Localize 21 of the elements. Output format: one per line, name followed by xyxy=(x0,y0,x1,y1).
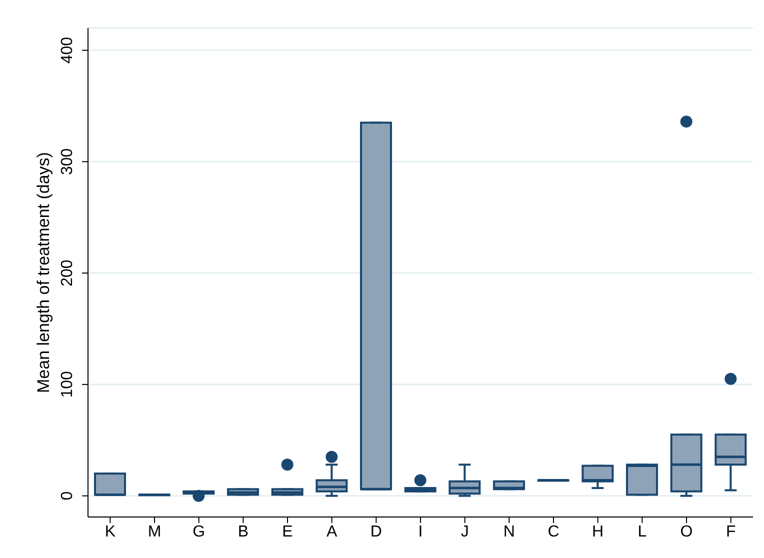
y-axis-title: Mean length of treatment (days) xyxy=(34,152,54,393)
x-tick-label: L xyxy=(638,523,647,540)
x-tick-label: B xyxy=(238,523,249,540)
x-tick-label: M xyxy=(148,523,162,540)
x-tick-label: A xyxy=(326,523,338,540)
y-tick-label: 0 xyxy=(59,491,76,500)
x-tick-label: N xyxy=(503,523,515,540)
x-tick-label: D xyxy=(370,523,382,540)
y-tick-label: 400 xyxy=(59,36,76,64)
x-tick-label: O xyxy=(680,523,693,540)
y-tick-label: 100 xyxy=(59,371,76,398)
x-tick-label: G xyxy=(192,523,206,540)
x-tick-label: E xyxy=(282,523,293,540)
x-tick-label: I xyxy=(418,523,423,540)
x-tick-label: F xyxy=(726,523,736,540)
x-tick-label: C xyxy=(548,523,560,540)
x-tick-label: H xyxy=(592,523,604,540)
y-tick-label: 200 xyxy=(59,260,76,286)
x-tick-label: K xyxy=(104,523,116,540)
x-tick-label: J xyxy=(460,523,469,540)
y-tick-label: 300 xyxy=(59,148,76,176)
